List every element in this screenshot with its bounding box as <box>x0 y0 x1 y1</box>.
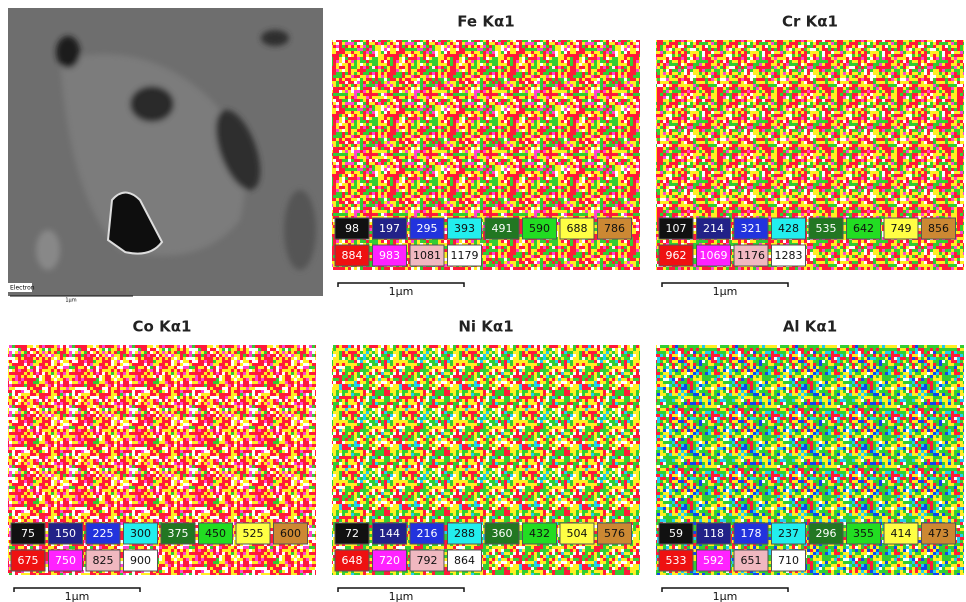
legend-value: 288 <box>454 527 475 540</box>
legend-value: 178 <box>741 527 762 540</box>
legend-value: 856 <box>928 222 949 235</box>
legend-value: 237 <box>778 527 799 540</box>
legend-value: 360 <box>492 527 513 540</box>
legend-value: 1283 <box>775 249 803 262</box>
legend-value: 504 <box>567 527 588 540</box>
map-panel: Ni Kα1 72 144 216 288 360 432 504 576 648 720 792 86… <box>332 318 640 602</box>
legend-value: 900 <box>130 554 151 567</box>
map-panel: Fe Kα1 98 197 295 393 491 590 688 786 884 983 1081 1… <box>332 13 640 299</box>
panel-title: Fe Kα1 <box>457 13 514 31</box>
electron-image: Electron 1µm <box>8 8 323 304</box>
legend-value: 491 <box>492 222 513 235</box>
legend-value: 1179 <box>451 249 479 262</box>
scale-label: 1µm <box>65 590 90 602</box>
electron-label: Electron <box>10 285 35 292</box>
legend-value: 216 <box>417 527 438 540</box>
legend-value: 792 <box>417 554 438 567</box>
legend-value: 962 <box>666 249 687 262</box>
panel-title: Al Kα1 <box>783 318 837 336</box>
legend-value: 710 <box>778 554 799 567</box>
eds-figure: Electron 1µm Fe Kα1 98 197 295 393 491 590 688 7… <box>0 0 966 602</box>
legend-value: 864 <box>454 554 475 567</box>
legend-value: 295 <box>417 222 438 235</box>
legend-value: 225 <box>93 527 114 540</box>
panel-title: Co Kα1 <box>133 318 192 336</box>
legend-value: 118 <box>703 527 724 540</box>
legend-value: 675 <box>18 554 39 567</box>
pore <box>284 190 316 270</box>
legend-value: 144 <box>379 527 400 540</box>
legend-value: 214 <box>703 222 724 235</box>
legend-value: 749 <box>891 222 912 235</box>
legend-value: 296 <box>816 527 837 540</box>
panel-title: Ni Kα1 <box>458 318 513 336</box>
scale-label: 1µm <box>389 590 414 602</box>
scale-label: 1µm <box>713 590 738 602</box>
legend-value: 648 <box>342 554 363 567</box>
legend-value: 428 <box>778 222 799 235</box>
legend-value: 450 <box>205 527 226 540</box>
pore <box>56 36 80 68</box>
legend-value: 355 <box>853 527 874 540</box>
legend-value: 197 <box>379 222 400 235</box>
legend-value: 525 <box>243 527 264 540</box>
map-panel: Al Kα1 59 118 178 237 296 355 414 473 533 592 651 71… <box>656 318 964 602</box>
panel-title: Cr Kα1 <box>782 13 838 31</box>
pore <box>261 30 289 46</box>
legend-value: 150 <box>55 527 76 540</box>
legend-value: 642 <box>853 222 874 235</box>
legend-value: 414 <box>891 527 912 540</box>
legend-value: 825 <box>93 554 114 567</box>
legend-value: 1176 <box>737 249 765 262</box>
legend-value: 533 <box>666 554 687 567</box>
legend-value: 535 <box>816 222 837 235</box>
legend-value: 590 <box>529 222 550 235</box>
legend-value: 473 <box>928 527 949 540</box>
legend-value: 1069 <box>700 249 728 262</box>
legend-value: 720 <box>379 554 400 567</box>
legend-value: 786 <box>604 222 625 235</box>
pore <box>130 86 174 122</box>
legend-value: 393 <box>454 222 475 235</box>
legend-value: 688 <box>567 222 588 235</box>
scale-label: 1µm <box>65 298 76 304</box>
legend-value: 432 <box>529 527 550 540</box>
texture <box>36 230 60 270</box>
legend-value: 651 <box>741 554 762 567</box>
map-panel: Cr Kα1 107 214 321 428 535 642 749 856 962 1069 117… <box>656 13 964 299</box>
legend-value: 983 <box>379 249 400 262</box>
map-panel: Co Kα1 75 150 225 300 375 450 525 600 675 750 825 90… <box>8 318 316 602</box>
legend-value: 107 <box>666 222 687 235</box>
legend-value: 321 <box>741 222 762 235</box>
legend-value: 884 <box>342 249 363 262</box>
legend-value: 300 <box>130 527 151 540</box>
legend-value: 576 <box>604 527 625 540</box>
legend-value: 72 <box>345 527 359 540</box>
legend-value: 375 <box>168 527 189 540</box>
legend-value: 592 <box>703 554 724 567</box>
legend-value: 98 <box>345 222 359 235</box>
legend-value: 75 <box>21 527 35 540</box>
legend-value: 600 <box>280 527 301 540</box>
legend-value: 750 <box>55 554 76 567</box>
scale-label: 1µm <box>713 285 738 298</box>
legend-value: 1081 <box>413 249 441 262</box>
scale-label: 1µm <box>389 285 414 298</box>
legend-value: 59 <box>669 527 683 540</box>
